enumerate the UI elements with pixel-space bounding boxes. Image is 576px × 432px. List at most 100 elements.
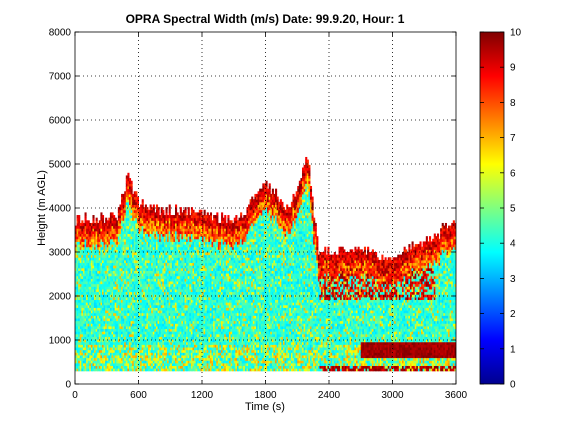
heatmap-cell (179, 267, 182, 271)
heatmap-cell (75, 328, 78, 332)
heatmap-cell (79, 310, 82, 314)
heatmap-cell (202, 315, 205, 319)
heatmap-cell (117, 252, 120, 256)
heatmap-cell (127, 283, 130, 287)
heatmap-cell (100, 283, 103, 287)
heatmap-cell (171, 344, 174, 348)
heatmap-cell (148, 368, 151, 372)
heatmap-cell (82, 349, 86, 353)
heatmap-cell (133, 288, 136, 293)
heatmap-cell (192, 222, 195, 227)
heatmap-cell (162, 296, 165, 301)
heatmap-cell (119, 304, 122, 308)
heatmap-cell (125, 312, 128, 316)
heatmap-cell (121, 349, 124, 353)
heatmap-cell (130, 183, 133, 187)
heatmap-cell (154, 352, 157, 356)
heatmap-cell (168, 331, 171, 335)
heatmap-cell (103, 270, 106, 274)
heatmap-cell (146, 244, 149, 248)
heatmap-cell (117, 241, 120, 245)
heatmap-cell (135, 196, 138, 200)
heatmap-cell (127, 249, 130, 253)
heatmap-cell (111, 310, 114, 314)
heatmap-cell (141, 241, 144, 245)
heatmap-cell (160, 278, 163, 282)
heatmap-cell (124, 349, 127, 353)
heatmap-cell (136, 299, 139, 303)
heatmap-cell (192, 325, 195, 330)
heatmap-cell (157, 323, 160, 327)
heatmap-cell (135, 228, 138, 232)
heatmap-cell (197, 252, 200, 256)
heatmap-cell (138, 325, 141, 330)
heatmap-cell (89, 312, 92, 316)
heatmap-cell (87, 246, 90, 250)
heatmap-cell (195, 304, 198, 308)
heatmap-cell (170, 288, 173, 293)
heatmap-cell (175, 236, 178, 240)
heatmap-cell (152, 296, 155, 301)
heatmap-cell (76, 341, 79, 345)
heatmap-cell (141, 252, 144, 256)
heatmap-cell (76, 333, 79, 337)
heatmap-cell (82, 252, 86, 256)
heatmap-cell (136, 291, 139, 295)
heatmap-cell (122, 315, 125, 319)
heatmap-cell (101, 286, 105, 290)
heatmap-cell (121, 368, 124, 372)
heatmap-cell (146, 228, 149, 232)
heatmap-cell (89, 349, 92, 353)
heatmap-cell (89, 341, 92, 345)
heatmap-cell (151, 238, 154, 242)
heatmap-cell (144, 249, 147, 253)
heatmap-cell (108, 257, 111, 261)
heatmap-cell (192, 299, 195, 303)
heatmap-cell (195, 354, 198, 359)
heatmap-cell (136, 259, 139, 264)
heatmap-cell (192, 230, 195, 235)
heatmap-cell (94, 228, 97, 232)
heatmap-cell (162, 360, 165, 364)
heatmap-cell (114, 267, 117, 271)
heatmap-cell (133, 270, 136, 274)
heatmap-cell (136, 296, 139, 301)
heatmap-cell (130, 299, 133, 303)
heatmap-cell (179, 281, 182, 285)
heatmap-cell (92, 278, 95, 282)
heatmap-cell (170, 341, 173, 345)
heatmap-cell (86, 278, 89, 282)
heatmap-cell (189, 246, 192, 250)
heatmap-cell (133, 320, 136, 324)
heatmap-cell (101, 249, 105, 253)
heatmap-cell (186, 267, 189, 271)
heatmap-cell (124, 267, 127, 271)
heatmap-cell (95, 352, 98, 356)
heatmap-cell (182, 286, 186, 290)
heatmap-cell (121, 196, 124, 200)
heatmap-cell (192, 257, 195, 261)
heatmap-cell (159, 294, 162, 298)
heatmap-cell (125, 339, 128, 343)
heatmap-cell (101, 299, 105, 303)
heatmap-cell (128, 291, 132, 295)
heatmap-cell (82, 362, 86, 367)
heatmap-cell (175, 233, 178, 237)
heatmap-cell (109, 299, 113, 303)
heatmap-cell (195, 362, 198, 367)
heatmap-cell (151, 288, 154, 293)
heatmap-cell (162, 228, 165, 232)
heatmap-cell (111, 362, 114, 367)
heatmap-cell (179, 294, 182, 298)
heatmap-cell (97, 362, 100, 367)
heatmap-cell (78, 275, 81, 279)
heatmap-cell (143, 233, 146, 237)
heatmap-cell (98, 291, 101, 295)
heatmap-cell (146, 270, 149, 274)
heatmap-cell (187, 283, 190, 287)
heatmap-cell (198, 352, 201, 356)
heatmap-cell (148, 325, 151, 330)
heatmap-cell (202, 286, 205, 290)
heatmap-cell (135, 341, 138, 345)
heatmap-cell (125, 233, 128, 237)
